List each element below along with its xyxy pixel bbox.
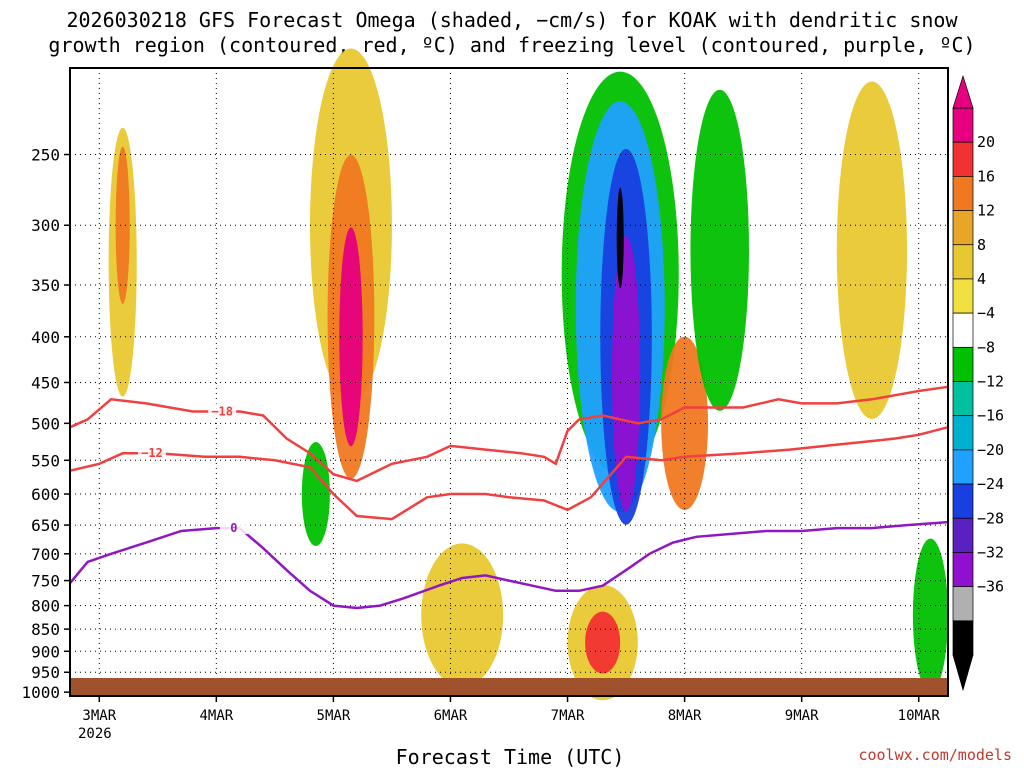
omega-region-14 <box>421 543 504 687</box>
chart-title-line2: growth region (contoured, red, ºC) and f… <box>48 33 975 57</box>
contour-label-bg-1 <box>137 445 166 460</box>
y-tick-label-1000: 1000 <box>21 683 60 702</box>
colorbar-label-4: 4 <box>977 270 986 288</box>
x-tick-label-4: 7MAR <box>551 708 585 724</box>
colorbar-label-11: −28 <box>977 509 1004 527</box>
colorbar-swatch-7 <box>952 346 974 382</box>
colorbar-swatch-9 <box>952 415 974 451</box>
y-tick-label-600: 600 <box>31 485 60 504</box>
colorbar-label-2: 12 <box>977 202 995 220</box>
y-tick-label-900: 900 <box>31 642 60 661</box>
contour-line-0 <box>69 385 949 483</box>
colorbar-label-13: −36 <box>977 578 1004 596</box>
colorbar-label-1: 16 <box>977 167 995 185</box>
y-tick-label-400: 400 <box>31 328 60 347</box>
colorbar-swatch-8 <box>952 381 974 417</box>
ground-surface <box>70 678 948 696</box>
colorbar-label-5: −4 <box>977 304 995 322</box>
pressure-axis: 250 300 350 400 450 500 550 600 650 700 750 800 850 9… <box>21 146 70 702</box>
colorbar-label-7: −12 <box>977 373 1004 391</box>
omega-region-17 <box>836 81 908 420</box>
colorbar-swatch-11 <box>952 483 974 519</box>
colorbar-swatch-13 <box>952 552 974 587</box>
colorbar-label-10: −24 <box>977 475 1004 493</box>
y-tick-label-650: 650 <box>31 516 60 535</box>
x-tick-label-5: 8MAR <box>668 708 702 724</box>
colorbar-swatch-6 <box>952 312 974 348</box>
omega-region-8 <box>612 236 641 512</box>
colorbar-top-arrow <box>952 74 974 109</box>
omega-region-9 <box>616 187 624 289</box>
colorbar-swatch-4 <box>952 244 974 280</box>
contour-label-bg-0 <box>208 403 237 418</box>
x-tick-label-7: 10MAR <box>898 708 941 724</box>
omega-region-16 <box>912 538 948 692</box>
site-credit: coolwx.com/models <box>858 746 1012 764</box>
contour-label-1: −12 <box>141 446 163 460</box>
temperature-contours: −18 −12 0 <box>69 385 949 610</box>
contour-label-0: −18 <box>211 405 233 419</box>
y-tick-label-450: 450 <box>31 373 60 392</box>
plot-background <box>70 68 948 696</box>
x-tick-label-0: 3MAR <box>82 708 116 724</box>
colorbar-swatch-3 <box>952 210 974 246</box>
colorbar-label-9: −20 <box>977 441 1004 459</box>
y-tick-label-800: 800 <box>31 597 60 616</box>
colorbar-label-6: −8 <box>977 338 995 356</box>
colorbar-label-12: −32 <box>977 543 1004 561</box>
colorbar-swatch-1 <box>952 141 974 177</box>
colorbar-label-3: 8 <box>977 236 986 254</box>
y-tick-label-950: 950 <box>31 663 60 682</box>
colorbar-label-8: −16 <box>977 407 1004 425</box>
y-tick-label-850: 850 <box>31 620 60 639</box>
x-tick-label-1: 4MAR <box>199 708 233 724</box>
x-axis-title: Forecast Time (UTC) <box>396 745 625 768</box>
x-tick-label-2: 5MAR <box>317 708 351 724</box>
time-axis: 3MAR 4MAR 5MAR 6MAR 7MAR 8MAR 9MAR 10MAR <box>82 696 940 724</box>
colorbar-swatch-12 <box>952 517 974 553</box>
y-tick-label-550: 550 <box>31 451 60 470</box>
colorbar-swatch-14 <box>952 586 974 622</box>
x-year-label: 2026 <box>78 726 112 742</box>
colorbar: 20 16 12 8 4 −4 −8 −12 −16 −20 −24 −28 −32 −36 <box>952 74 1004 692</box>
colorbar-swatch-0 <box>952 107 974 143</box>
colorbar-swatch-10 <box>952 449 974 485</box>
y-tick-label-250: 250 <box>31 146 60 165</box>
y-tick-label-350: 350 <box>31 276 60 295</box>
omega-region-4 <box>115 146 130 304</box>
y-tick-label-700: 700 <box>31 545 60 564</box>
plot-area: −18 −12 0 <box>69 48 949 701</box>
contour-label-bg-2 <box>219 520 248 535</box>
chart-title-line1: 2026030218 GFS Forecast Omega (shaded, −… <box>66 8 958 32</box>
colorbar-bottom-arrow <box>952 654 974 692</box>
omega-region-15 <box>690 89 749 411</box>
contour-line-1 <box>69 425 949 521</box>
omega-region-11 <box>585 611 621 674</box>
colorbar-swatch-5 <box>952 278 974 314</box>
colorbar-label-0: 20 <box>977 133 995 151</box>
colorbar-swatch-15 <box>952 620 974 656</box>
x-tick-label-6: 9MAR <box>785 708 819 724</box>
colorbar-swatch-2 <box>952 176 974 211</box>
y-tick-label-500: 500 <box>31 414 60 433</box>
y-tick-label-750: 750 <box>31 572 60 591</box>
contour-label-2: 0 <box>230 521 237 535</box>
omega-shading <box>108 48 948 701</box>
y-tick-label-300: 300 <box>31 216 60 235</box>
x-tick-label-3: 6MAR <box>434 708 468 724</box>
